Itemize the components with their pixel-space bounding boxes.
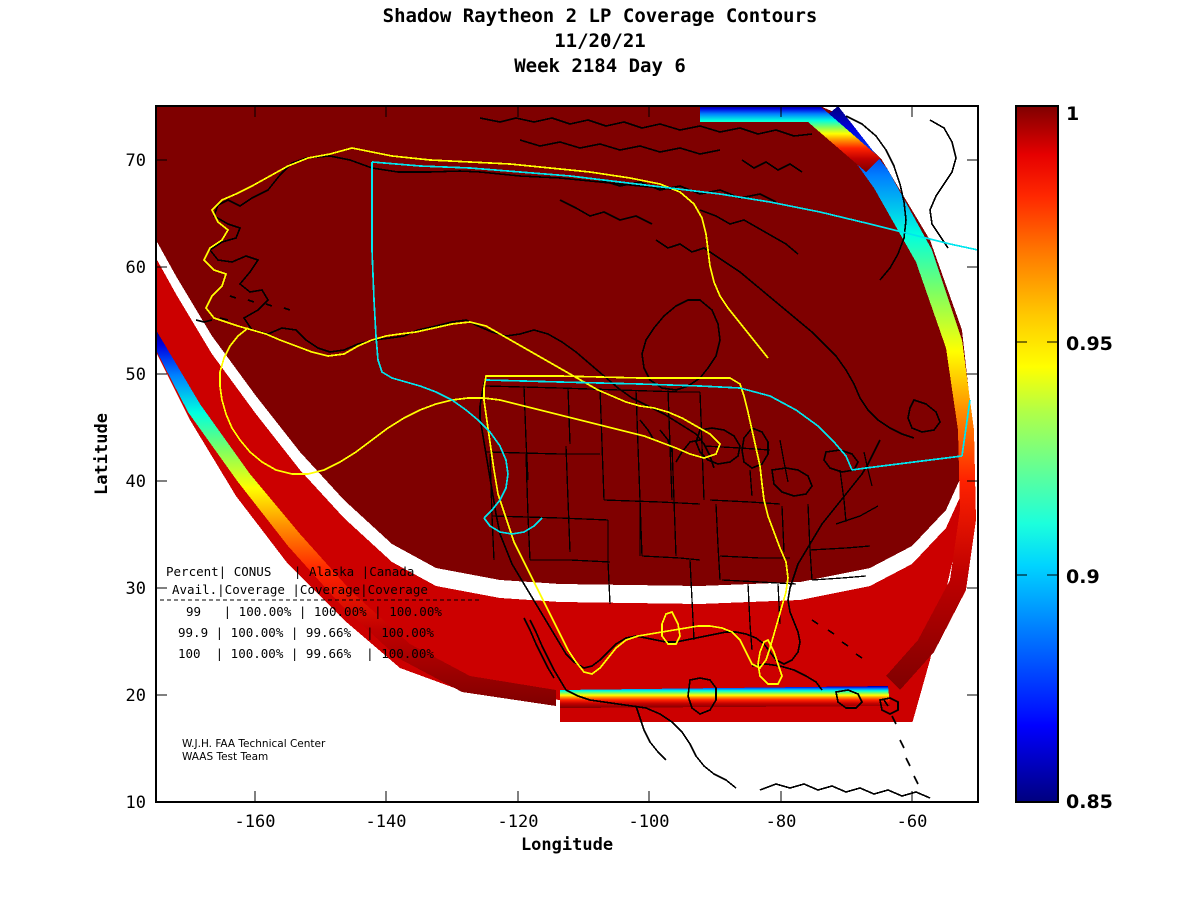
statistics-table: Percent| CONUS | Alaska |Canada Avail.|C… [160, 564, 482, 661]
x-tick-labels: -160 -140 -120 -100 -80 -60 [235, 812, 928, 832]
x-tick--100: -100 [629, 812, 670, 832]
canada-service-volume-boundary [371, 161, 978, 535]
y-axis-label: Latitude [92, 413, 112, 495]
x-tick--60: -60 [897, 812, 928, 832]
colorbar-tick-1: 1 [1066, 103, 1079, 125]
footer-credit: W.J.H. FAA Technical Center WAAS Test Te… [182, 738, 326, 763]
colorbar: 1 0.95 0.9 0.85 [1015, 103, 1113, 813]
title-line-3: Week 2184 Day 6 [514, 55, 686, 77]
x-tick--140: -140 [366, 812, 407, 832]
chart-title-block: Shadow Raytheon 2 LP Coverage Contours 1… [0, 4, 1200, 79]
conus-service-volume-boundary [202, 147, 789, 685]
table-row-1: 99 | 100.00% | 100.00% | 100.00% [186, 604, 442, 619]
x-tick--80: -80 [766, 812, 797, 832]
y-tick-labels: 10 20 30 40 50 60 70 [126, 151, 146, 813]
y-tick-10: 10 [126, 793, 146, 813]
title-line-1: Shadow Raytheon 2 LP Coverage Contours [382, 5, 818, 27]
coverage-field [156, 106, 978, 802]
colorbar-tick-095: 0.95 [1066, 333, 1113, 355]
x-axis-ticks [254, 106, 913, 802]
coverage-edge-gradient [156, 106, 976, 708]
y-axis-ticks [156, 159, 978, 803]
colorbar-frame [1015, 105, 1059, 803]
colorbar-tick-09: 0.9 [1066, 566, 1100, 588]
y-tick-50: 50 [126, 365, 146, 385]
title-line-2: 11/20/21 [554, 30, 646, 52]
state-borders [485, 385, 879, 651]
coastlines [195, 115, 957, 799]
table-header-row-2: Avail.|Coverage |Coverage|Coverage [172, 582, 428, 597]
table-header-row-1: Percent| CONUS | Alaska |Canada [166, 564, 414, 579]
footer-line-2: WAAS Test Team [182, 751, 268, 763]
y-tick-40: 40 [126, 472, 146, 492]
colorbar-ticks [1016, 341, 1058, 576]
y-tick-20: 20 [126, 686, 146, 706]
colorbar-gradient [1016, 106, 1058, 802]
y-tick-30: 30 [126, 579, 146, 599]
y-tick-60: 60 [126, 258, 146, 278]
coverage-contour-bands [156, 106, 978, 802]
x-axis-label: Longitude [521, 835, 613, 855]
footer-line-1: W.J.H. FAA Technical Center [182, 738, 326, 750]
axes-frame [155, 105, 979, 803]
colorbar-tick-085: 0.85 [1066, 791, 1113, 813]
x-tick--160: -160 [235, 812, 276, 832]
table-row-3: 100 | 100.00% | 99.66% | 100.00% [178, 646, 434, 661]
y-tick-70: 70 [126, 151, 146, 171]
table-row-2: 99.9 | 100.00% | 99.66% | 100.00% [178, 625, 434, 640]
x-tick--120: -120 [498, 812, 539, 832]
